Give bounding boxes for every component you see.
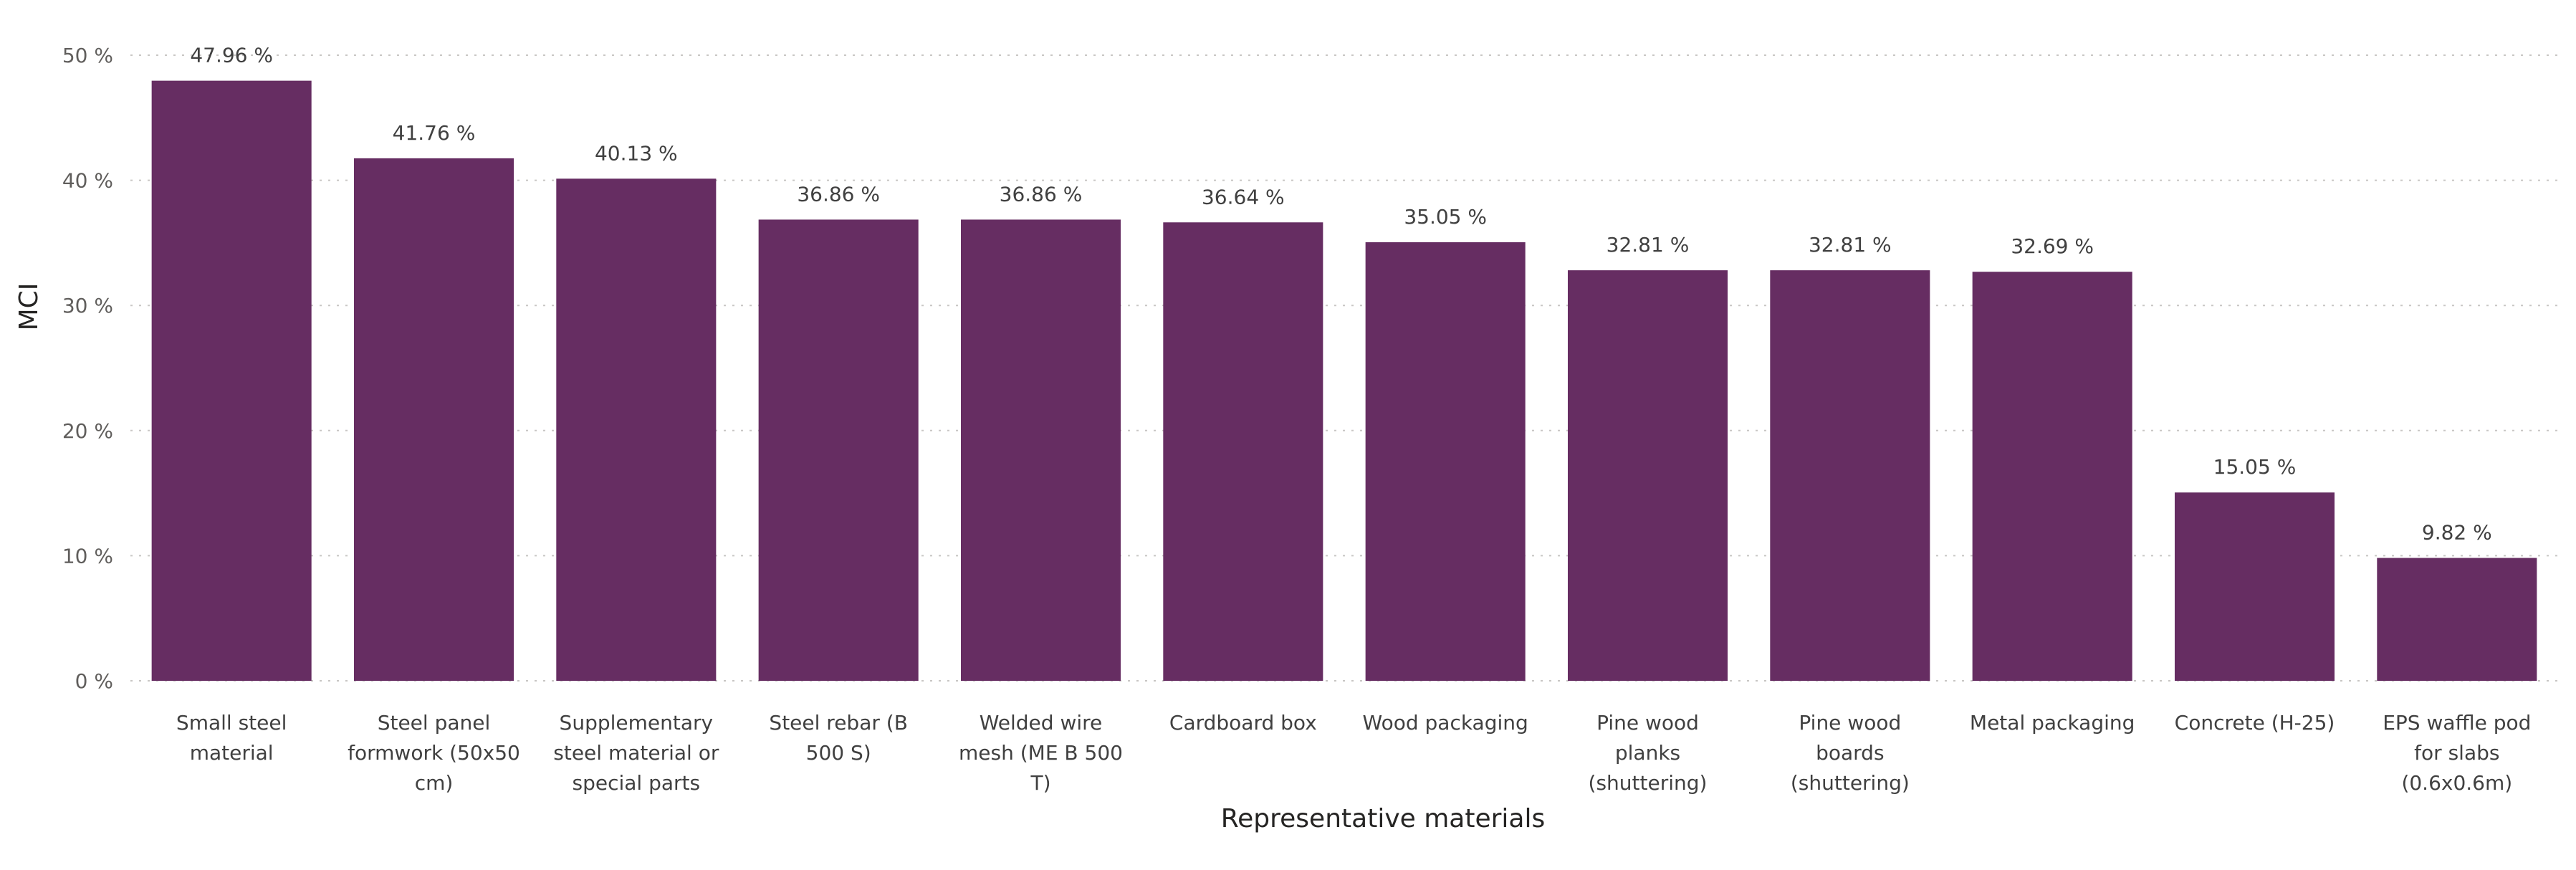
bar [151,80,312,681]
category-label-line: Supplementary [560,711,714,735]
category-label-line: mesh (ME B 500 [959,741,1123,765]
category-label-line: Wood packaging [1363,711,1528,735]
category-label-line: material [190,741,274,765]
y-axis-title: MCI [14,283,44,331]
category-label: Cardboard box [1169,711,1317,735]
data-label: 35.05 % [1404,205,1487,229]
category-label-line: cm) [415,771,454,795]
y-axis-ticks: 0 % 10 % 20 % 30 % 40 % 50 % [62,44,113,693]
data-label: 40.13 % [595,141,678,165]
bar [556,178,717,681]
data-label: 32.81 % [1607,233,1690,257]
category-label-line: boards [1816,741,1884,765]
x-axis-title: Representative materials [1221,804,1545,833]
category-label-line: 500 S) [806,741,871,765]
category-label: Small steel material [176,711,287,765]
bar [353,158,514,681]
category-label-line: (shuttering) [1589,771,1708,795]
category-label-line: (0.6x0.6m) [2401,771,2512,795]
y-tick-label: 0 % [75,669,113,693]
bar [1365,242,1526,682]
category-label: Pine wood boards (shuttering) [1791,711,1910,795]
bar [1163,222,1323,681]
data-label: 32.69 % [2011,234,2094,258]
data-label: 36.86 % [797,182,880,206]
y-tick-label: 40 % [62,169,113,193]
data-label: 41.76 % [393,121,476,145]
data-labels: 47.96 % 41.76 % 40.13 % 36.86 % 36.86 % 36.64… [190,44,2491,545]
category-label-line: for slabs [2414,741,2499,765]
x-axis-categories: Small steel material Steel panel formwork (… [176,711,2531,795]
data-label: 47.96 % [190,44,273,67]
category-label-line: Concrete (H-25) [2175,711,2335,735]
gridlines [130,54,2558,682]
category-label-line: Pine wood [1596,711,1699,735]
bar [1972,272,2132,681]
bar [1770,270,1930,681]
category-label-line: Steel panel [378,711,491,735]
y-tick-label: 30 % [62,294,113,317]
bar [1567,270,1728,681]
data-label: 9.82 % [2422,521,2492,545]
data-label: 32.81 % [1809,233,1892,257]
data-label: 36.64 % [1202,185,1285,209]
category-label-line: Cardboard box [1169,711,1317,735]
category-label-line: Welded wire [980,711,1103,735]
category-label-line: T) [1030,771,1050,795]
category-label-line: EPS waffle pod [2383,711,2531,735]
category-label: Wood packaging [1363,711,1528,735]
category-label: Steel rebar (B 500 S) [769,711,907,765]
bar [2174,492,2335,681]
category-label: Concrete (H-25) [2175,711,2335,735]
category-label-line: planks [1615,741,1680,765]
category-label-line: Small steel [176,711,287,735]
category-label: Supplementary steel material or special pa… [553,711,719,795]
category-label: Steel panel formwork (50x50 cm) [348,711,520,795]
y-tick-label: 10 % [62,544,113,568]
category-label: EPS waffle pod for slabs (0.6x0.6m) [2383,711,2531,795]
category-label-line: Pine wood [1799,711,1901,735]
category-label: Pine wood planks (shuttering) [1589,711,1708,795]
category-label-line: formwork (50x50 [348,741,520,765]
data-label: 36.86 % [1000,182,1083,206]
category-label: Welded wire mesh (ME B 500 T) [959,711,1123,795]
category-label-line: steel material or [553,741,719,765]
bars [151,80,2537,682]
bar [2377,558,2537,681]
bar [960,219,1121,681]
data-label: 15.05 % [2213,455,2297,479]
category-label-line: Steel rebar (B [769,711,907,735]
category-label-line: special parts [573,771,701,795]
category-label: Metal packaging [1970,711,2135,735]
y-tick-label: 50 % [62,44,113,67]
y-tick-label: 20 % [62,419,113,443]
category-label-line: (shuttering) [1791,771,1910,795]
bar [758,219,919,681]
category-label-line: Metal packaging [1970,711,2135,735]
